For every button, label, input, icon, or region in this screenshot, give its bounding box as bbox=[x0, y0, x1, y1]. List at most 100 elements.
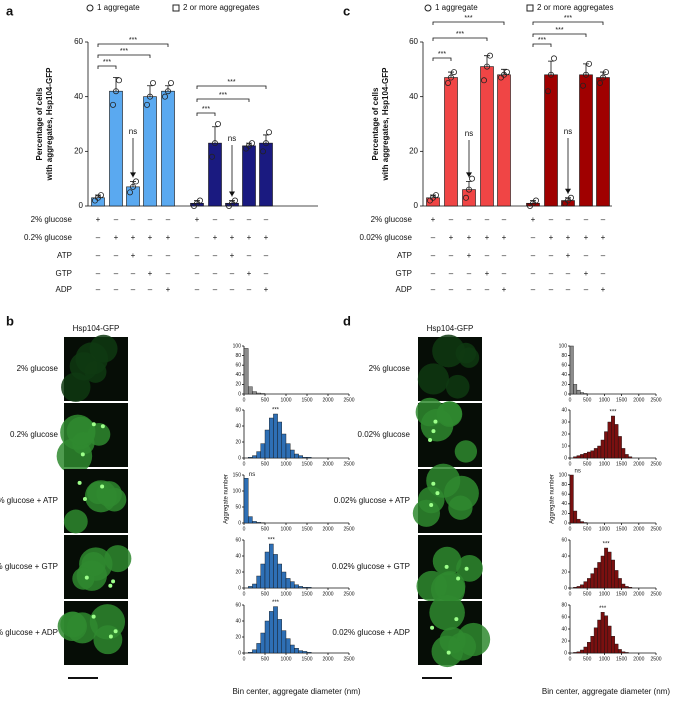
condition-sign: – bbox=[431, 233, 436, 242]
condition-sign: – bbox=[114, 215, 119, 224]
histogram-bar bbox=[278, 422, 282, 458]
significance-label: *** bbox=[609, 410, 617, 416]
condition-sign: + bbox=[230, 233, 235, 242]
condition-sign: – bbox=[96, 285, 101, 294]
condition-sign: – bbox=[148, 215, 153, 224]
histogram-bar bbox=[625, 652, 628, 653]
histogram-bar bbox=[286, 639, 290, 653]
x-tick-label: 2500 bbox=[650, 656, 661, 662]
legend-marker bbox=[173, 5, 179, 11]
condition-sign: + bbox=[566, 233, 571, 242]
histogram-bar bbox=[248, 586, 252, 588]
histogram-bar bbox=[628, 457, 631, 458]
x-tick-label: 1500 bbox=[616, 461, 627, 467]
x-tick-label: 2500 bbox=[650, 526, 661, 532]
y-tick-label: 0 bbox=[79, 201, 84, 210]
histogram-bar bbox=[269, 611, 273, 653]
scale-bar bbox=[422, 677, 452, 679]
significance-label: *** bbox=[555, 27, 563, 34]
y-tick-label: 60 bbox=[235, 602, 241, 608]
condition-sign: – bbox=[213, 251, 218, 260]
x-tick-label: 1000 bbox=[599, 526, 610, 532]
histogram-bar bbox=[577, 456, 580, 458]
condition-sign: – bbox=[566, 215, 571, 224]
y-axis-label: with aggregates, Hsp104-GFP bbox=[45, 67, 54, 182]
condition-sign: – bbox=[148, 251, 153, 260]
bar bbox=[427, 198, 440, 206]
condition-sign: – bbox=[601, 269, 606, 278]
histogram-bar bbox=[257, 393, 261, 394]
y-axis-label: Percentage of cells bbox=[35, 87, 44, 160]
panel-label: a bbox=[6, 3, 14, 18]
panel-label: c bbox=[343, 3, 350, 18]
cell bbox=[61, 372, 90, 401]
condition-sign: – bbox=[531, 285, 536, 294]
condition-sign: – bbox=[502, 269, 507, 278]
condition-sign: + bbox=[584, 269, 589, 278]
row-label: 0.02% glucose + GTP bbox=[332, 562, 410, 571]
histogram-bar bbox=[290, 645, 294, 653]
x-tick-label: 500 bbox=[583, 461, 592, 467]
significance-label: *** bbox=[538, 37, 546, 44]
histogram-bar bbox=[244, 348, 248, 394]
histogram-bar bbox=[257, 576, 261, 588]
x-tick-label: 1500 bbox=[616, 526, 627, 532]
aggregate bbox=[435, 491, 439, 495]
x-tick-label: 2000 bbox=[633, 397, 644, 403]
condition-label: GTP bbox=[56, 269, 72, 278]
histogram-bar bbox=[580, 650, 583, 653]
y-tick-label: 20 bbox=[235, 439, 241, 445]
histogram-bar bbox=[307, 652, 311, 653]
panel-label: d bbox=[343, 313, 351, 328]
x-tick-label: 500 bbox=[583, 656, 592, 662]
y-tick-label: 10 bbox=[561, 443, 567, 449]
cell bbox=[455, 440, 477, 462]
histogram-bar bbox=[273, 607, 277, 653]
x-tick-label: 0 bbox=[569, 591, 572, 597]
histogram-bar bbox=[587, 452, 590, 458]
histogram-bar bbox=[257, 452, 261, 458]
bar bbox=[110, 91, 123, 206]
histogram-bar bbox=[591, 636, 594, 653]
histogram-bar bbox=[573, 384, 576, 394]
significance-bracket bbox=[197, 113, 215, 116]
significance-label: *** bbox=[103, 59, 111, 66]
y-tick-label: 80 bbox=[561, 353, 567, 359]
condition-sign: – bbox=[230, 269, 235, 278]
histogram-bar bbox=[584, 582, 587, 588]
cell bbox=[456, 343, 477, 364]
panel-label: b bbox=[6, 313, 14, 328]
condition-sign: – bbox=[449, 269, 454, 278]
y-tick-label: 0 bbox=[238, 455, 241, 461]
condition-sign: – bbox=[96, 233, 101, 242]
condition-sign: + bbox=[213, 233, 218, 242]
significance-bracket bbox=[98, 55, 150, 58]
condition-sign: – bbox=[584, 215, 589, 224]
condition-sign: – bbox=[467, 269, 472, 278]
histogram-bar bbox=[282, 631, 286, 653]
bar bbox=[144, 97, 157, 206]
y-tick-label: 100 bbox=[559, 472, 568, 478]
x-tick-label: 0 bbox=[243, 526, 246, 532]
histogram-bar bbox=[580, 454, 583, 458]
histogram-bar bbox=[591, 574, 594, 588]
cell bbox=[446, 375, 470, 399]
x-axis-label: Bin center, aggregate diameter (nm) bbox=[232, 687, 360, 696]
histogram-bar bbox=[248, 652, 252, 653]
condition-sign: + bbox=[264, 233, 269, 242]
histogram-bar bbox=[598, 446, 601, 458]
significance-label: *** bbox=[438, 51, 446, 58]
histogram-bar bbox=[584, 453, 587, 458]
histogram-bar bbox=[307, 587, 311, 588]
y-tick-label: 20 bbox=[561, 569, 567, 575]
row-label: 2% glucose bbox=[369, 364, 411, 373]
row-label: 0.2% glucose bbox=[10, 430, 59, 439]
y-tick-label: 60 bbox=[409, 37, 418, 46]
significance-bracket bbox=[197, 99, 249, 102]
x-tick-label: 2000 bbox=[633, 656, 644, 662]
bar bbox=[445, 78, 458, 206]
x-tick-label: 2000 bbox=[322, 397, 333, 403]
condition-sign: – bbox=[467, 215, 472, 224]
histogram-bar bbox=[282, 434, 286, 458]
y-axis-label: Aggregate number bbox=[550, 474, 556, 524]
